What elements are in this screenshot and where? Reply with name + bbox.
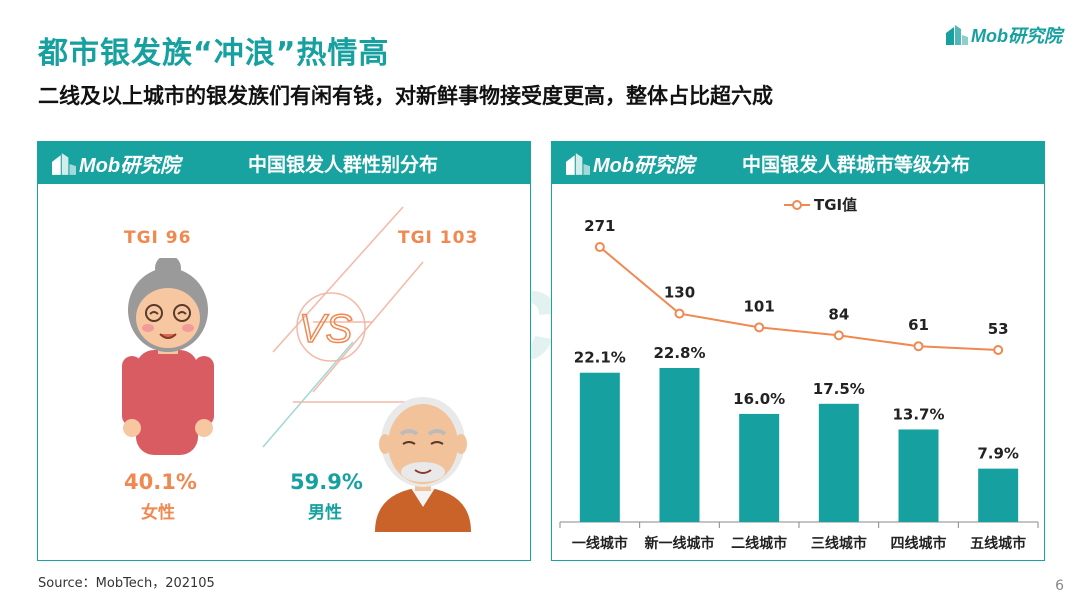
vs-decoration: VS <box>262 206 433 448</box>
category-label: 三线城市 <box>811 535 867 552</box>
bar-3 <box>818 403 859 522</box>
building-logo-icon <box>566 152 590 175</box>
tgi-point-4 <box>913 341 924 352</box>
bar-value-label: 13.7% <box>892 405 944 423</box>
category-label: 一线城市 <box>572 535 628 552</box>
male-label: 男性 <box>308 503 342 523</box>
chart-legend: TGI值 <box>784 194 857 215</box>
gender-panel-header: Mob研究院 中国银发人群性别分布 <box>38 142 530 184</box>
page-title: 都市银发族“冲浪”热情高 <box>38 36 390 71</box>
tgi-value-label: 101 <box>744 297 775 315</box>
female-tgi: TGI 96 <box>124 228 192 248</box>
gender-panel: Mob研究院 中国银发人群性别分布 VS TGI 96 TGI 103 <box>37 141 531 561</box>
male-tgi: TGI 103 <box>398 228 479 248</box>
city-tier-chart: 22.1% 一线城市 22.8% 新一线城市 16.0% 二线城市 17.5% 三线城市 13.… <box>559 217 1039 552</box>
bar-value-label: 22.1% <box>574 349 626 367</box>
bar-2 <box>739 413 780 522</box>
city-tier-panel-title: 中国银发人群城市等级分布 <box>742 154 971 176</box>
city-tier-panel-header: Mob研究院 中国银发人群城市等级分布 <box>552 142 1044 184</box>
tgi-point-2 <box>754 322 765 333</box>
tgi-point-5 <box>993 345 1004 355</box>
panel-logo-text: Mob研究院 <box>79 155 181 177</box>
bar-value-label: 22.8% <box>653 344 705 362</box>
building-logo-icon <box>52 152 76 175</box>
brand-logo: Mob研究院 <box>946 22 1062 48</box>
bar-5 <box>978 468 1019 522</box>
tgi-point-0 <box>594 242 605 252</box>
brand-logo-text: Mob研究院 <box>971 26 1062 46</box>
panel-logo: Mob研究院 <box>566 149 694 178</box>
category-label: 二线城市 <box>731 535 787 552</box>
female-label: 女性 <box>141 503 175 523</box>
vs-icon: VS <box>299 307 353 351</box>
tgi-value-label: 84 <box>828 305 849 323</box>
city-tier-panel: Mob研究院 中国银发人群城市等级分布 TGI值 22.1% 一线城市 22.8% 新… <box>551 141 1045 561</box>
category-label: 五线城市 <box>970 535 1026 552</box>
bar-value-label: 17.5% <box>813 380 865 398</box>
grandpa-illustration <box>375 397 471 532</box>
bar-value-label: 16.0% <box>733 390 785 408</box>
tgi-value-label: 271 <box>584 217 615 235</box>
male-percent: 59.9% <box>290 470 363 494</box>
panel-logo-text: Mob研究院 <box>593 155 695 177</box>
bar-4 <box>898 429 939 522</box>
category-label: 四线城市 <box>891 535 947 552</box>
female-percent: 40.1% <box>124 470 197 494</box>
bar-1 <box>659 368 700 522</box>
panel-logo: Mob研究院 <box>52 149 180 178</box>
building-logo-icon <box>946 25 969 45</box>
tgi-value-label: 130 <box>664 284 695 302</box>
page-number: 6 <box>1055 578 1064 594</box>
tgi-point-1 <box>674 308 685 319</box>
bar-value-label: 7.9% <box>977 445 1019 463</box>
tgi-line <box>599 246 999 351</box>
tgi-point-3 <box>833 330 844 341</box>
tgi-value-label: 53 <box>988 320 1009 338</box>
gender-panel-title: 中国银发人群性别分布 <box>248 154 439 176</box>
page-subtitle: 二线及以上城市的银发族们有闲有钱，对新鲜事物接受度更高，整体占比超六成 <box>38 84 773 108</box>
source-note: Source：MobTech，202105 <box>38 576 215 591</box>
legend-label-tgi: TGI值 <box>814 196 858 214</box>
grandma-illustration <box>122 258 214 455</box>
bar-0 <box>579 372 620 522</box>
tgi-value-label: 61 <box>908 316 929 334</box>
category-label: 新一线城市 <box>645 535 715 552</box>
legend-line-marker-icon <box>784 199 810 210</box>
